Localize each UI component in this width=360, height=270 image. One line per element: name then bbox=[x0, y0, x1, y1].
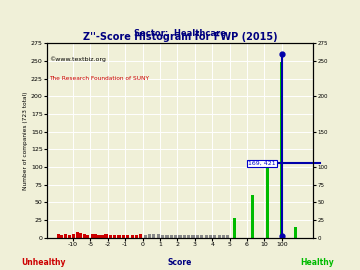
Bar bbox=[113, 235, 116, 238]
Bar bbox=[45, 201, 48, 238]
Bar bbox=[117, 235, 121, 238]
Bar bbox=[139, 234, 143, 238]
Bar bbox=[57, 234, 60, 238]
Bar bbox=[183, 235, 186, 238]
Bar bbox=[83, 234, 86, 238]
Bar bbox=[131, 235, 134, 238]
Bar bbox=[109, 235, 112, 238]
Bar bbox=[204, 235, 208, 238]
Text: ©www.textbiz.org: ©www.textbiz.org bbox=[49, 57, 106, 62]
Bar bbox=[122, 235, 125, 238]
Bar bbox=[187, 235, 190, 238]
Bar bbox=[226, 235, 229, 238]
Bar bbox=[60, 235, 63, 238]
Bar bbox=[68, 235, 71, 238]
Bar bbox=[174, 235, 177, 238]
Bar bbox=[222, 235, 225, 238]
Bar bbox=[98, 235, 100, 238]
Bar bbox=[217, 235, 221, 238]
Text: Score: Score bbox=[168, 258, 192, 266]
Bar bbox=[161, 235, 164, 238]
Bar bbox=[157, 234, 160, 238]
Bar bbox=[135, 235, 138, 238]
Bar bbox=[200, 235, 203, 238]
Bar bbox=[152, 234, 156, 238]
Bar bbox=[209, 235, 212, 238]
Bar bbox=[148, 234, 151, 238]
Bar bbox=[170, 235, 173, 238]
Bar bbox=[165, 235, 168, 238]
Bar bbox=[104, 234, 108, 238]
Bar bbox=[233, 218, 237, 238]
Bar bbox=[19, 199, 22, 238]
Bar bbox=[192, 235, 195, 238]
Text: Healthy: Healthy bbox=[300, 258, 334, 266]
Bar bbox=[63, 234, 67, 238]
Bar bbox=[79, 233, 82, 238]
Text: The Research Foundation of SUNY: The Research Foundation of SUNY bbox=[49, 76, 149, 81]
Bar bbox=[126, 235, 129, 238]
Bar bbox=[251, 195, 254, 238]
Bar bbox=[196, 235, 199, 238]
Text: Unhealthy: Unhealthy bbox=[21, 258, 66, 266]
Bar bbox=[213, 235, 216, 238]
Bar bbox=[294, 227, 297, 238]
Bar bbox=[266, 162, 270, 238]
Bar bbox=[101, 235, 104, 238]
Bar bbox=[86, 235, 89, 238]
Bar bbox=[94, 234, 97, 238]
Bar bbox=[76, 232, 79, 238]
Bar bbox=[179, 235, 181, 238]
Bar bbox=[72, 234, 75, 238]
Text: 169, 421: 169, 421 bbox=[248, 161, 276, 166]
Text: Sector:  Healthcare: Sector: Healthcare bbox=[134, 29, 226, 38]
Y-axis label: Number of companies (723 total): Number of companies (723 total) bbox=[23, 91, 28, 190]
Bar bbox=[28, 192, 31, 238]
Bar bbox=[144, 235, 147, 238]
Bar bbox=[90, 234, 94, 238]
Bar bbox=[280, 62, 283, 238]
Title: Z''-Score Histogram for FWP (2015): Z''-Score Histogram for FWP (2015) bbox=[83, 32, 277, 42]
